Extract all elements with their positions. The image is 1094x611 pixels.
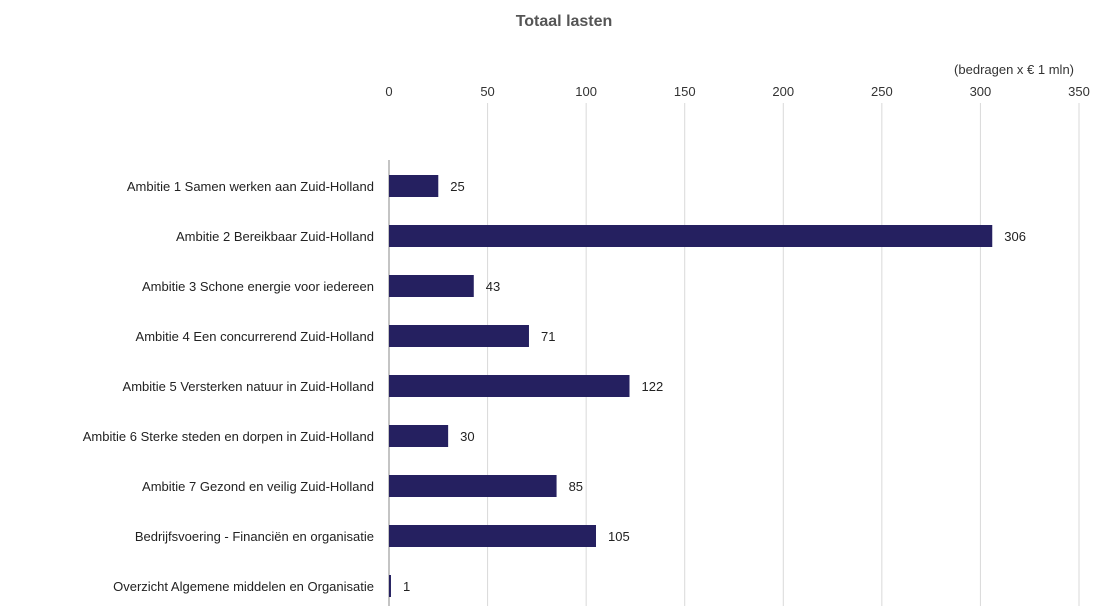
category-label: Ambitie 6 Sterke steden en dorpen in Zui… [83,429,374,444]
bar [389,225,993,247]
category-labels: Ambitie 1 Samen werken aan Zuid-Holland A… [83,179,374,594]
data-label: 105 [608,529,630,544]
data-label: 25 [450,179,464,194]
bar [389,375,630,397]
x-tick-label: 0 [385,84,392,99]
data-label: 71 [541,329,555,344]
bar [389,325,529,347]
x-tick-label: 350 [1068,84,1090,99]
category-label: Ambitie 5 Versterken natuur in Zuid-Holl… [123,379,374,394]
data-label: 30 [460,429,474,444]
category-label: Ambitie 2 Bereikbaar Zuid-Holland [176,229,374,244]
data-label: 306 [1004,229,1026,244]
chart-title: Totaal lasten [516,13,613,30]
bar [389,175,439,197]
x-tick-label: 200 [772,84,794,99]
x-tick-label: 250 [871,84,893,99]
bar [389,425,449,447]
category-label: Bedrijfsvoering - Financiën en organisat… [135,529,374,544]
bar [389,475,557,497]
data-label: 122 [642,379,664,394]
x-tick-label: 300 [970,84,992,99]
data-label: 1 [403,579,410,594]
bar [389,275,474,297]
x-tick-label: 100 [575,84,597,99]
gridlines [487,103,1080,606]
x-tick-label: 150 [674,84,696,99]
unit-note: (bedragen x € 1 mln) [954,62,1074,77]
bar [389,575,391,597]
category-label: Ambitie 3 Schone energie voor iedereen [142,279,374,294]
category-label: Ambitie 7 Gezond en veilig Zuid-Holland [142,479,374,494]
data-label: 85 [569,479,583,494]
category-label: Overzicht Algemene middelen en Organisat… [113,579,374,594]
x-tick-label: 50 [480,84,494,99]
category-label: Ambitie 1 Samen werken aan Zuid-Holland [127,179,374,194]
data-label: 43 [486,279,500,294]
bar [389,525,596,547]
data-labels: 25 306 43 71 122 30 85 105 1 [403,179,1026,594]
bars [389,175,993,597]
x-axis-ticks: 0 50 100 150 200 250 300 350 [385,84,1089,99]
category-label: Ambitie 4 Een concurrerend Zuid-Holland [136,329,374,344]
